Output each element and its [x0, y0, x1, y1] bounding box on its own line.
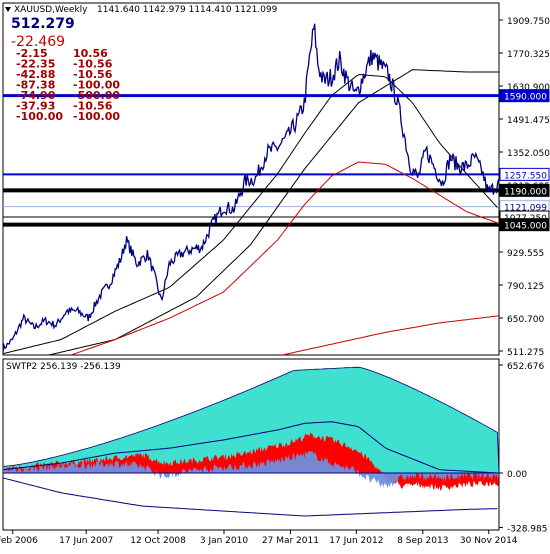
level-label-text: 1257.550 [504, 171, 547, 181]
sub-tick-label: 0.00 [507, 470, 527, 480]
stat-right: -500.00 [73, 89, 120, 102]
level-label-text: 1590.000 [504, 93, 547, 103]
indicator-value-big: 512.279 [11, 16, 75, 32]
x-tick-label: 27 Mar 2011 [262, 536, 319, 546]
stat-left: -37.93 [16, 100, 55, 113]
stat-right: -10.56 [73, 100, 113, 113]
stat-right: -100.00 [73, 110, 120, 123]
level-label-text: 1045.000 [504, 222, 547, 232]
x-tick-label: 17 Jun 2012 [329, 536, 383, 546]
stat-left: -2.15 [16, 47, 48, 60]
main-plot [3, 23, 499, 355]
price-tick-label: 1491.475 [507, 116, 550, 126]
x-tick-label: 3 Jan 2010 [200, 536, 248, 546]
signal-line-upper [3, 421, 498, 474]
price-tick-label: 650.700 [507, 315, 544, 325]
price-tick-label: 1352.050 [507, 149, 550, 159]
stat-right: -10.56 [73, 58, 113, 71]
price-tick-label: 1770.325 [507, 50, 550, 60]
x-tick-label: 30 Nov 2014 [460, 536, 518, 546]
price-tick-label: 790.125 [507, 282, 544, 292]
level-label-box [499, 89, 550, 103]
price-tick-label: 511.275 [507, 348, 544, 358]
x-tick-label: 17 Jun 2007 [59, 536, 113, 546]
price-line [3, 23, 499, 353]
level-label-text: 1190.000 [504, 187, 547, 197]
sub-plot [3, 366, 499, 517]
stat-left: -42.88 [16, 68, 55, 81]
sub-tick-label: 652.676 [507, 362, 544, 372]
ohlc-label: 1141.640 1142.979 1114.410 1121.099 [97, 5, 278, 15]
stat-left: -87.38 [16, 79, 55, 92]
stat-left: -100.00 [16, 110, 63, 123]
level-label-box [499, 167, 550, 181]
price-tick-label: 1630.900 [507, 83, 550, 93]
ma-red-line [69, 161, 499, 355]
cyan-area [3, 366, 499, 474]
main-panel-frame [2, 2, 500, 356]
red-oscillator-area [3, 432, 499, 491]
stat-left: -74.90 [16, 89, 56, 102]
x-tick-label: 12 Oct 2008 [130, 536, 186, 546]
sub-tick-label: -328.985 [507, 524, 547, 534]
level-label-box [499, 183, 550, 197]
stat-left: -22.35 [16, 58, 55, 71]
price-tick-label: 929.555 [507, 249, 544, 259]
blue-oscillator-area [3, 450, 499, 489]
indicator-value-2: -22.469 [11, 34, 65, 50]
signal-line-lower [3, 477, 498, 517]
level-label-text: 1121.099 [504, 204, 547, 214]
level-label-box [499, 218, 550, 232]
price-tick-label: 1909.750 [507, 17, 550, 27]
sub-panel-frame [2, 358, 500, 531]
dropdown-arrow-icon[interactable] [5, 7, 11, 12]
ma-long-red-line [279, 315, 499, 355]
ma-black-line [3, 73, 498, 355]
stat-right: 10.56 [73, 47, 108, 60]
stat-right: -100.00 [73, 79, 120, 92]
x-tick-label: 5 Feb 2006 [0, 536, 38, 546]
symbol-label: XAUUSD,Weekly [14, 5, 88, 15]
stat-right: -10.56 [73, 68, 113, 81]
sub-indicator-label: SWTP2 256.139 -256.139 [6, 362, 121, 372]
x-tick-label: 8 Sep 2013 [397, 536, 448, 546]
